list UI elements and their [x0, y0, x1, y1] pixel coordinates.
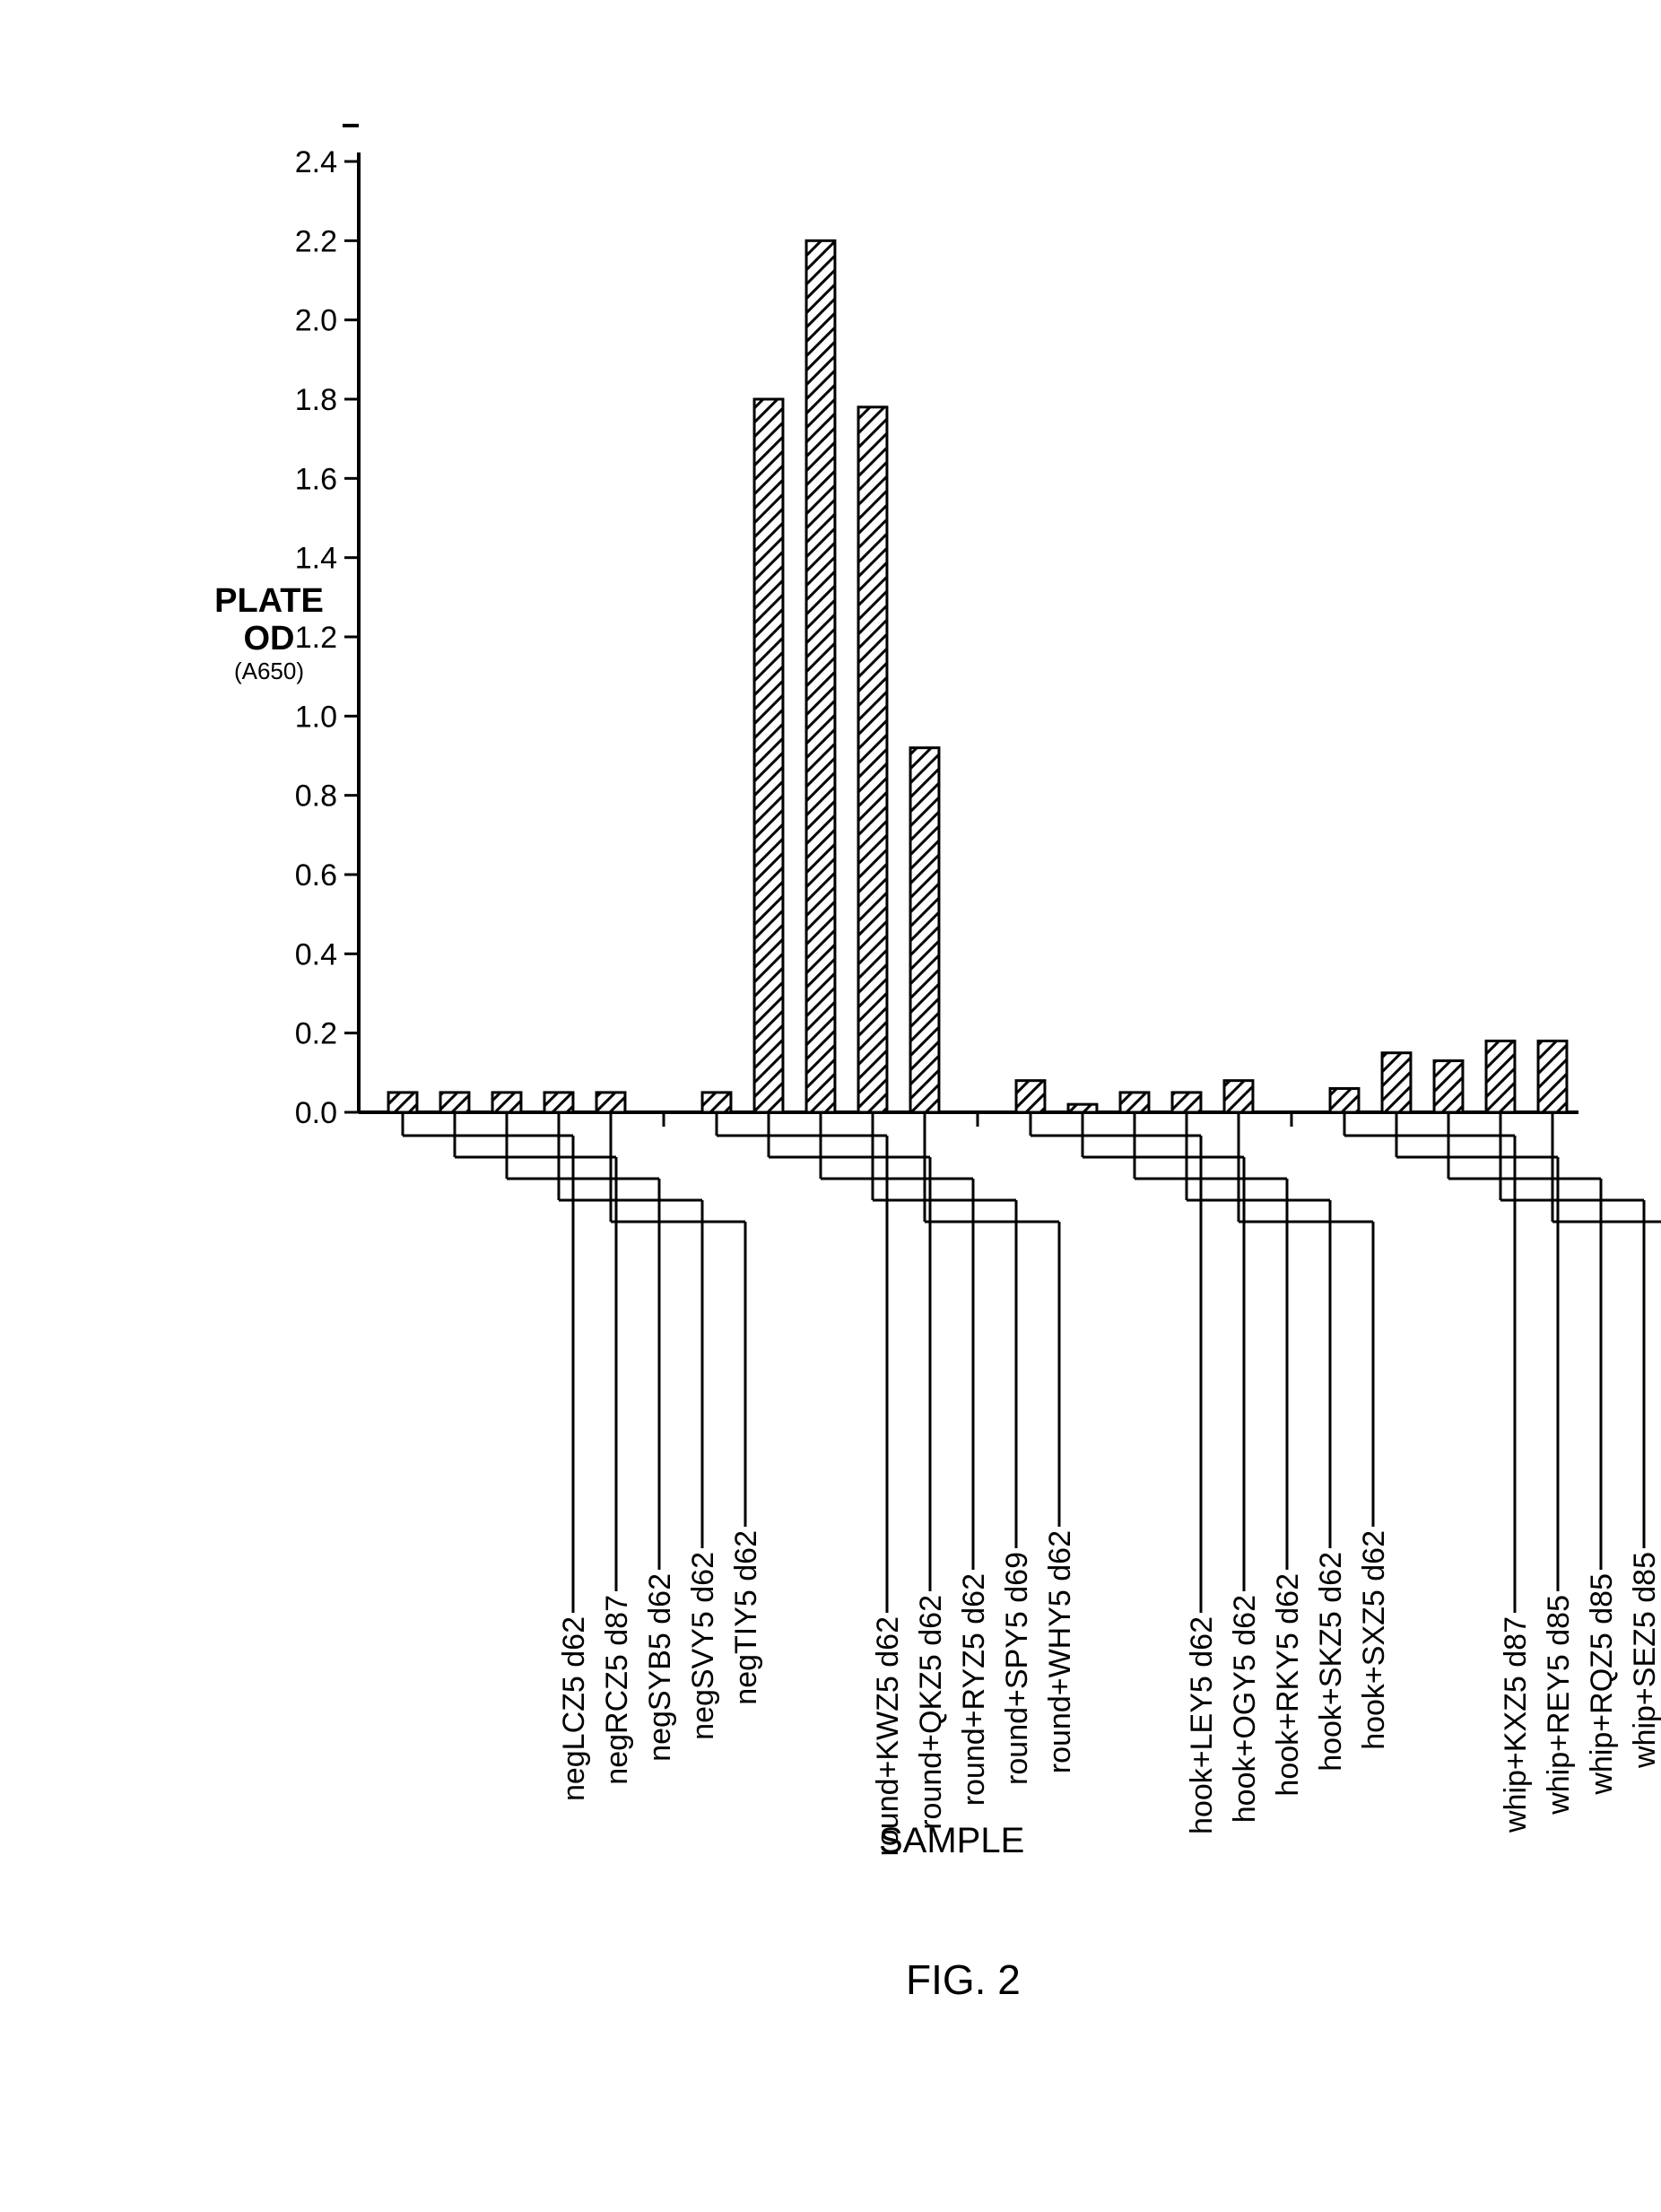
y-tick-label: 2.2	[295, 224, 337, 258]
x-category-label: hook+LEY5 d62	[1185, 1616, 1219, 1834]
y-tick-label: 1.4	[295, 542, 337, 576]
bar	[1330, 1089, 1359, 1113]
bar	[544, 1093, 573, 1112]
bar	[910, 748, 939, 1112]
y-tick-label: 2.4	[295, 145, 337, 179]
x-category-label: negTIY5 d62	[729, 1530, 763, 1705]
y-tick-label: 1.6	[295, 462, 337, 496]
x-category-label: hook+SXZ5 d62	[1357, 1530, 1391, 1750]
bar	[492, 1093, 521, 1112]
bar	[1382, 1053, 1411, 1112]
bar	[1120, 1093, 1149, 1112]
x-category-label: negLCZ5 d62	[557, 1616, 591, 1801]
y-tick-label: 1.8	[295, 383, 337, 417]
bar	[1016, 1081, 1045, 1112]
bar	[754, 399, 783, 1112]
x-category-label: negSYB5 d62	[643, 1573, 677, 1762]
bar	[1172, 1093, 1201, 1112]
x-category-label: whip+RQZ5 d85	[1585, 1573, 1619, 1796]
x-category-label: hook+OGY5 d62	[1228, 1595, 1262, 1823]
x-category-label: round+RYZ5 d62	[957, 1573, 991, 1806]
y-tick-label: 0.8	[295, 779, 337, 814]
y-tick-label: 0.2	[295, 1017, 337, 1051]
y-tick-label: 0.0	[295, 1096, 337, 1130]
y-axis-subtitle: (A650)	[197, 658, 341, 684]
bar	[596, 1093, 625, 1112]
x-category-label: negSVY5 d62	[686, 1552, 720, 1740]
bar	[1224, 1081, 1253, 1112]
x-category-label: hook+SKZ5 d62	[1314, 1552, 1348, 1772]
x-category-label: negRCZ5 d87	[600, 1595, 634, 1785]
y-axis-title-line2: OD	[197, 621, 341, 658]
y-tick-label: 2.0	[295, 304, 337, 338]
bar	[1434, 1061, 1463, 1112]
x-axis-title: SAMPLE	[879, 1821, 1024, 1861]
bar	[1486, 1041, 1515, 1113]
x-category-label: round+WHY5 d62	[1043, 1530, 1077, 1773]
figure-label: FIG. 2	[906, 1955, 1021, 2004]
x-category-label: whip+KXZ5 d87	[1499, 1616, 1533, 1833]
x-category-label: round+QKZ5 d62	[914, 1595, 948, 1830]
bar-chart: 0.00.20.40.60.81.01.21.41.61.82.02.22.4n…	[0, 0, 1661, 2212]
y-tick-label: 0.6	[295, 858, 337, 893]
bar	[702, 1093, 731, 1112]
page-root: 0.00.20.40.60.81.01.21.41.61.82.02.22.4n…	[0, 0, 1661, 2212]
bar	[388, 1093, 417, 1112]
x-category-label: whip+SEZ5 d85	[1628, 1552, 1661, 1769]
bar	[806, 240, 835, 1112]
y-tick-label: 0.4	[295, 937, 337, 971]
bar	[1538, 1041, 1567, 1113]
y-axis-title-line1: PLATE	[197, 583, 341, 621]
x-category-label: hook+RKY5 d62	[1271, 1573, 1305, 1797]
bar	[440, 1093, 469, 1112]
y-axis-title: PLATE OD (A650)	[197, 583, 341, 684]
bar	[858, 407, 887, 1112]
y-tick-label: 1.0	[295, 700, 337, 734]
x-category-label: round+SPY5 d69	[1000, 1552, 1034, 1785]
bar	[1068, 1104, 1097, 1112]
x-category-label: whip+REY5 d85	[1542, 1595, 1576, 1816]
